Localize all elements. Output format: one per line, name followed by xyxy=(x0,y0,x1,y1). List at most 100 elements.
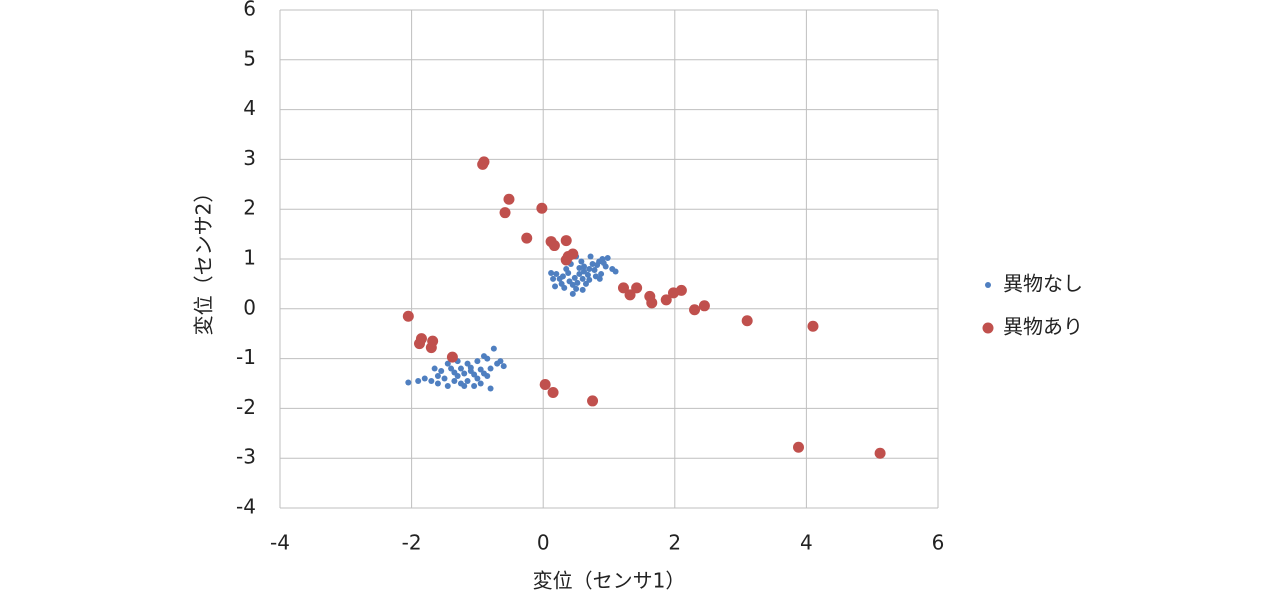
y-tick-label: -1 xyxy=(236,345,256,369)
point xyxy=(574,279,581,286)
point xyxy=(474,358,481,365)
point xyxy=(548,240,560,252)
point xyxy=(471,382,478,389)
point xyxy=(428,378,435,385)
point xyxy=(631,282,643,294)
point xyxy=(576,264,583,271)
legend-label: 異物なし xyxy=(1003,272,1083,296)
point xyxy=(584,271,591,278)
point xyxy=(461,382,468,389)
point xyxy=(587,395,599,407)
point xyxy=(448,365,455,372)
point xyxy=(484,373,491,380)
point xyxy=(646,297,658,309)
point xyxy=(441,375,448,382)
point xyxy=(487,385,494,392)
y-tick-label: 0 xyxy=(243,295,256,319)
point xyxy=(471,371,478,378)
point xyxy=(451,378,458,385)
point xyxy=(594,261,601,268)
point xyxy=(438,368,445,375)
x-axis-label: 変位（センサ1） xyxy=(533,569,686,593)
point xyxy=(591,266,598,273)
point xyxy=(578,258,585,265)
point xyxy=(487,365,494,372)
point xyxy=(536,202,548,214)
point xyxy=(579,286,586,293)
point xyxy=(474,375,481,382)
point xyxy=(464,360,471,367)
point xyxy=(497,358,504,365)
y-tick-label: -2 xyxy=(236,395,256,419)
point xyxy=(461,370,468,377)
point xyxy=(480,353,487,360)
point xyxy=(421,375,428,382)
point xyxy=(596,275,603,282)
point xyxy=(612,268,619,275)
point xyxy=(444,382,451,389)
point xyxy=(576,270,583,277)
y-tick-label: 6 xyxy=(243,0,256,21)
x-tick-label: 4 xyxy=(800,531,813,555)
point xyxy=(582,280,589,287)
y-tick-label: 2 xyxy=(243,196,256,220)
point xyxy=(444,360,451,367)
point xyxy=(451,369,458,376)
y-tick-label: 4 xyxy=(243,96,256,120)
point xyxy=(571,274,578,281)
point xyxy=(569,281,576,288)
point xyxy=(874,447,886,459)
point xyxy=(580,268,587,275)
point xyxy=(589,260,596,267)
point xyxy=(434,380,441,387)
point xyxy=(548,269,555,276)
point xyxy=(689,304,701,316)
x-tick-label: -4 xyxy=(270,531,290,555)
point xyxy=(586,265,593,272)
point xyxy=(477,158,489,170)
point xyxy=(600,259,607,266)
point xyxy=(553,270,560,277)
point xyxy=(698,300,710,312)
point xyxy=(402,310,414,322)
point xyxy=(573,285,580,292)
legend-label: 異物あり xyxy=(1003,315,1083,339)
x-tick-label: -2 xyxy=(402,531,422,555)
point xyxy=(660,294,672,306)
point xyxy=(490,345,497,352)
x-tick-label: 2 xyxy=(668,531,681,555)
point xyxy=(617,282,629,294)
point xyxy=(586,276,593,283)
point xyxy=(539,378,551,390)
y-axis-label: 変位（センサ2） xyxy=(192,183,216,336)
point xyxy=(579,275,586,282)
point xyxy=(552,283,559,290)
x-tick-label: 6 xyxy=(932,531,945,555)
y-tick-label: -3 xyxy=(236,445,256,469)
point xyxy=(562,251,574,263)
y-tick-label: 1 xyxy=(243,246,256,270)
point xyxy=(587,253,594,260)
point xyxy=(499,207,511,219)
legend-marker xyxy=(982,322,994,334)
point xyxy=(569,290,576,297)
y-tick-label: 3 xyxy=(243,146,256,170)
point xyxy=(561,284,568,291)
point xyxy=(560,235,572,247)
y-tick-label: 5 xyxy=(243,46,256,70)
point xyxy=(431,365,438,372)
x-tick-label: 0 xyxy=(537,531,550,555)
legend-marker xyxy=(985,282,991,288)
point xyxy=(457,365,464,372)
point xyxy=(556,275,563,282)
point xyxy=(467,364,474,371)
point xyxy=(425,342,437,354)
point xyxy=(604,255,611,262)
point xyxy=(580,263,587,270)
point xyxy=(598,270,605,277)
point xyxy=(464,378,471,385)
point xyxy=(565,269,572,276)
point xyxy=(477,380,484,387)
point xyxy=(675,284,687,296)
